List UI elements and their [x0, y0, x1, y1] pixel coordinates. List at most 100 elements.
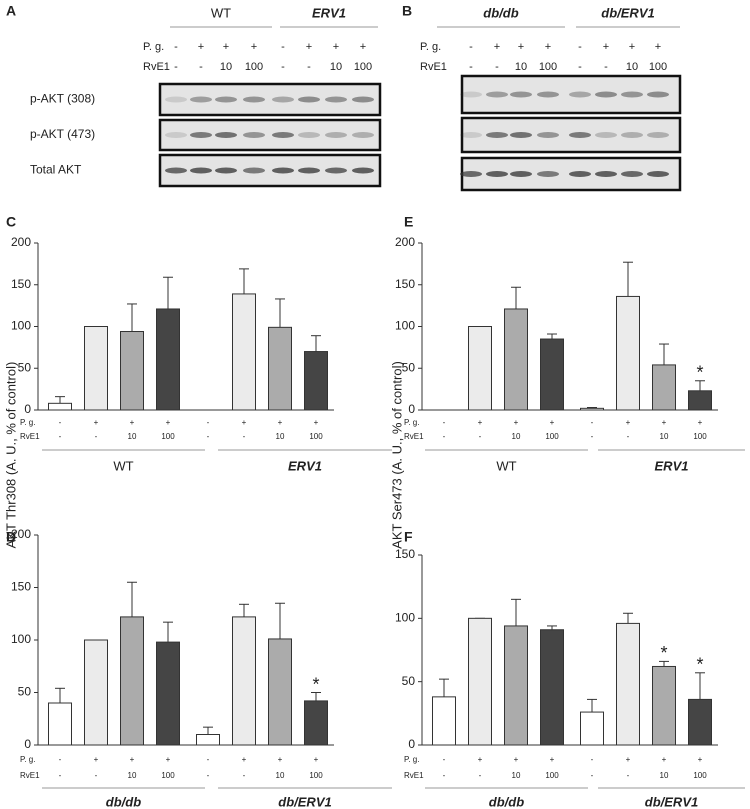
condition-value: -	[207, 755, 210, 764]
bar	[304, 700, 328, 746]
bar	[432, 696, 456, 746]
blot-band	[537, 171, 559, 177]
condition-value: 100	[309, 771, 323, 780]
panel-letter: E	[404, 214, 413, 230]
condition-value: -	[443, 418, 446, 427]
condition-value: +	[662, 755, 667, 764]
condition-value: -	[174, 41, 178, 53]
condition-value: -	[469, 41, 473, 53]
blot-band	[621, 171, 643, 177]
condition-value: -	[578, 41, 582, 53]
condition-value: +	[494, 41, 500, 53]
condition-value: -	[243, 771, 246, 780]
condition-value: +	[166, 418, 171, 427]
blot-band	[352, 167, 374, 174]
condition-value: -	[59, 755, 62, 764]
bar	[120, 331, 144, 411]
y-tick-label: 150	[395, 277, 415, 291]
condition-value: +	[278, 755, 283, 764]
condition-value: +	[603, 41, 609, 53]
blot-band	[595, 91, 617, 98]
condition-label: RvE1	[20, 432, 40, 441]
condition-value: +	[626, 418, 631, 427]
condition-value: 100	[161, 771, 175, 780]
blot-band	[190, 96, 212, 103]
group-label: WT	[496, 458, 516, 473]
condition-value: -	[479, 432, 482, 441]
condition-value: -	[469, 61, 473, 73]
blot-band	[510, 91, 532, 98]
condition-value: +	[514, 755, 519, 764]
condition-value: 100	[245, 61, 263, 73]
condition-value: 10	[276, 432, 285, 441]
bar	[156, 308, 180, 411]
condition-value: 10	[515, 61, 527, 73]
bar	[504, 308, 528, 411]
condition-value: +	[94, 755, 99, 764]
condition-value: 10	[626, 61, 638, 73]
condition-value: -	[443, 432, 446, 441]
condition-value: 100	[545, 432, 559, 441]
bar	[504, 625, 528, 746]
condition-value: 10	[660, 432, 669, 441]
blot-band	[325, 167, 347, 174]
blot-band	[215, 167, 237, 174]
blot	[460, 74, 682, 115]
y-tick-label: 200	[11, 527, 31, 541]
condition-value: +	[306, 41, 312, 53]
blot-band	[190, 132, 212, 138]
blot-band	[298, 96, 320, 103]
panel-letter: B	[402, 3, 412, 19]
condition-label: P. g.	[20, 418, 35, 427]
condition-value: 10	[276, 771, 285, 780]
condition-value: -	[627, 771, 630, 780]
condition-label: RvE1	[404, 771, 424, 780]
blot-band	[486, 91, 508, 98]
blot-band	[325, 132, 347, 138]
condition-value: -	[199, 61, 203, 73]
condition-value: +	[550, 755, 555, 764]
y-tick-label: 100	[395, 611, 415, 625]
y-tick-label: 0	[408, 402, 415, 416]
group-label: db/ERV1	[278, 794, 331, 809]
bar	[268, 638, 292, 746]
condition-value: +	[662, 418, 667, 427]
bar	[156, 641, 180, 746]
y-tick-label: 100	[11, 632, 31, 646]
blot-band	[595, 132, 617, 138]
condition-value: 10	[330, 61, 342, 73]
blot-band	[272, 167, 294, 174]
blot-band	[486, 132, 508, 138]
condition-value: +	[198, 41, 204, 53]
condition-value: 10	[220, 61, 232, 73]
condition-label: RvE1	[420, 61, 447, 73]
condition-value: +	[550, 418, 555, 427]
y-tick-label: 100	[395, 319, 415, 333]
condition-value: -	[207, 771, 210, 780]
y-axis-title: AKT Thr308 (A. U., % of control)	[3, 362, 18, 549]
blot-band	[460, 91, 482, 98]
bar	[196, 734, 220, 746]
condition-value: +	[314, 755, 319, 764]
y-tick-label: 50	[18, 685, 32, 699]
bar	[580, 407, 604, 411]
bar	[540, 629, 564, 746]
bar	[268, 326, 292, 411]
condition-value: -	[59, 771, 62, 780]
condition-label: RvE1	[20, 771, 40, 780]
blot-band	[569, 91, 591, 98]
bar	[688, 698, 712, 746]
blot-band	[569, 171, 591, 177]
condition-value: +	[514, 418, 519, 427]
condition-value: -	[207, 432, 210, 441]
condition-value: -	[243, 432, 246, 441]
condition-value: -	[591, 432, 594, 441]
group-label: ERV1	[312, 5, 346, 20]
bar	[580, 711, 604, 746]
condition-value: -	[479, 771, 482, 780]
group-label: db/db	[106, 794, 141, 809]
blot-band	[621, 132, 643, 138]
group-label: db/ERV1	[601, 5, 654, 20]
group-label: WT	[113, 458, 133, 473]
bar	[84, 639, 108, 746]
